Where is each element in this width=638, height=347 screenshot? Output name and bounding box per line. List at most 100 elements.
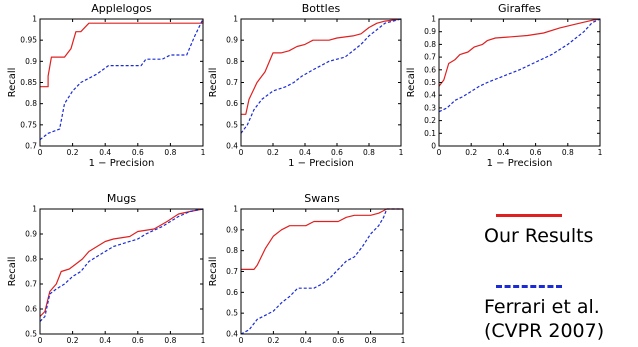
x-tick-label: 0.4 (99, 336, 111, 345)
y-tick-label: 1 (233, 15, 238, 24)
x-tick-label: 0.4 (299, 148, 311, 157)
legend-swatch-ferrari (496, 285, 562, 288)
series-line-ferrari (240, 18, 402, 134)
y-tick-label: 0 (431, 142, 436, 151)
legend-label-ferrari-line1: Ferrari et al. (484, 296, 600, 318)
y-tick-label: 0.8 (25, 255, 37, 264)
y-tick-label: 0.8 (226, 246, 238, 255)
legend-swatch-ours (496, 214, 562, 217)
y-tick-label: 0.7 (25, 142, 37, 151)
y-tick-label: 0.7 (226, 267, 238, 276)
y-tick-label: 0.6 (424, 65, 436, 74)
x-tick-label: 0 (239, 148, 244, 157)
series-line-our-results (39, 208, 204, 317)
x-tick-label: 0.4 (497, 148, 509, 157)
y-tick-label: 0.8 (226, 57, 238, 66)
x-tick-label: 1 (201, 336, 206, 345)
y-tick-label: 0.9 (226, 225, 238, 234)
series-line-our-results (241, 208, 403, 270)
x-tick-label: 0.6 (132, 148, 144, 157)
chart-title: Swans (304, 192, 340, 205)
y-axis-label: Recall (208, 257, 219, 287)
y-tick-label: 0.2 (424, 116, 436, 125)
series-line-our-results (241, 18, 402, 115)
y-tick-label: 0.7 (226, 78, 238, 87)
series-line-ferrari (438, 18, 601, 113)
y-axis-label: Recall (208, 68, 219, 98)
y-tick-label: 1 (32, 205, 37, 214)
y-tick-label: 0.7 (25, 280, 37, 289)
series-line-our-results (438, 18, 601, 87)
plot-frame (39, 208, 204, 335)
x-tick-label: 0.8 (365, 336, 377, 345)
chart-bottles: Bottles 0 0.2 0.4 0.6 0.8 1 0.4 0.5 0.6 0.7 0.8 0.9 1… (208, 2, 404, 169)
chart-swans: Swans 0 0.2 0.4 0.6 0.8 1 0.4 0.5 0.6 0.7 0.8 0.9 1 Re… (208, 192, 406, 345)
y-tick-label: 0.95 (20, 36, 37, 45)
x-tick-label: 0.8 (164, 336, 176, 345)
y-axis-label: Recall (7, 68, 18, 98)
y-tick-label: 0.6 (25, 305, 37, 314)
x-tick-label: 0.4 (99, 148, 111, 157)
series-line-ferrari (39, 208, 204, 322)
x-axis-label: 1 − Precision (288, 158, 354, 169)
y-tick-label: 1 (32, 15, 37, 24)
y-axis-label: Recall (7, 257, 18, 287)
chart-applelogos: Applelogos 0 0.2 0.4 0.6 0.8 1 0.7 0.75 0.8 0.85 0.… (7, 2, 206, 169)
y-tick-label: 0.5 (226, 120, 238, 129)
y-tick-label: 0.5 (25, 330, 37, 339)
y-tick-label: 0.3 (424, 103, 436, 112)
x-tick-label: 0 (437, 148, 442, 157)
x-axis-label: 1 − Precision (89, 158, 155, 169)
legend: Our Results Ferrari et al. (CVPR 2007) (478, 200, 638, 347)
y-tick-label: 0.9 (226, 36, 238, 45)
x-axis-label: 1 − Precision (487, 158, 553, 169)
series-line-our-results (40, 19, 204, 88)
x-tick-label: 1 (401, 336, 406, 345)
x-tick-label: 0.6 (331, 148, 343, 157)
chart-title: Applelogos (91, 2, 152, 15)
x-tick-label: 0 (38, 336, 43, 345)
y-tick-label: 0.9 (25, 57, 37, 66)
x-tick-label: 0.4 (300, 336, 312, 345)
chart-title: Giraffes (498, 2, 541, 15)
y-tick-label: 0.85 (20, 78, 37, 87)
x-tick-label: 0 (239, 336, 244, 345)
plot-frame (240, 18, 402, 147)
x-tick-label: 0.2 (267, 336, 279, 345)
y-tick-label: 0.7 (424, 53, 436, 62)
y-tick-label: 1 (233, 205, 238, 214)
y-tick-label: 0.4 (424, 91, 436, 100)
x-tick-label: 0.6 (332, 336, 344, 345)
chart-title: Bottles (302, 2, 341, 15)
y-tick-label: 0.8 (25, 99, 37, 108)
x-tick-label: 0 (38, 148, 43, 157)
chart-mugs: Mugs 0 0.2 0.4 0.6 0.8 1 0.5 0.6 0.7 0.8 0.9 1 Recall (7, 192, 206, 345)
x-tick-label: 0.2 (67, 336, 79, 345)
y-tick-label: 0.9 (25, 230, 37, 239)
y-tick-label: 0.6 (226, 99, 238, 108)
x-tick-label: 0.8 (164, 148, 176, 157)
x-tick-label: 1 (598, 148, 603, 157)
chart-giraffes: Giraffes 0 0.2 0.4 0.6 0.8 1 0 0.1 0.2 0.3 0.4 0.5 0.… (406, 2, 603, 169)
y-tick-label: 0.6 (226, 288, 238, 297)
x-tick-label: 0.2 (267, 148, 279, 157)
y-tick-label: 1 (431, 15, 436, 24)
y-tick-label: 0.4 (226, 330, 238, 339)
x-tick-label: 0.2 (465, 148, 477, 157)
y-tick-label: 0.5 (424, 78, 436, 87)
plot-frame (39, 18, 204, 147)
legend-label-ours: Our Results (484, 225, 594, 247)
series-line-ferrari (39, 18, 204, 141)
y-tick-label: 0.1 (424, 129, 436, 138)
y-tick-label: 0.5 (226, 309, 238, 318)
y-tick-label: 0.4 (226, 142, 238, 151)
x-tick-label: 0.6 (530, 148, 542, 157)
y-tick-label: 0.9 (424, 27, 436, 36)
series-line-ferrari (240, 208, 403, 335)
x-tick-label: 0.6 (132, 336, 144, 345)
y-tick-label: 0.8 (424, 40, 436, 49)
x-tick-label: 0.8 (363, 148, 375, 157)
x-tick-label: 1 (399, 148, 404, 157)
x-tick-label: 0.8 (562, 148, 574, 157)
